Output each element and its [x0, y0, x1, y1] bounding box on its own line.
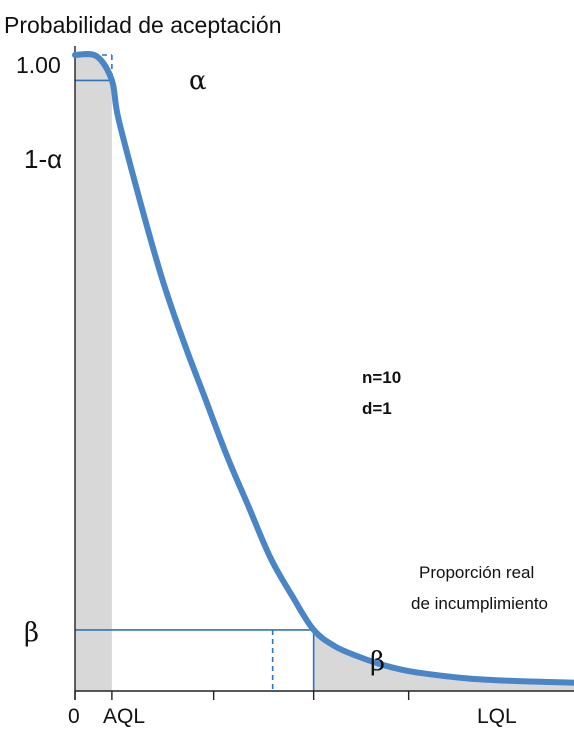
x-tick-label-lql: LQL [477, 705, 517, 728]
alpha-risk-label: α [189, 66, 207, 96]
y-axis-title: Probabilidad de aceptación [4, 12, 281, 38]
x-tick-label-0: 0 [68, 705, 80, 728]
oc-curve-line [72, 51, 574, 686]
y-tick-label-beta: β [24, 618, 39, 648]
beta-risk-label: β [370, 647, 385, 677]
sample-size-label: n=10 [362, 368, 401, 387]
x-axis-title-line-1: Proporción real [419, 563, 534, 582]
aql-shaded-region [75, 55, 112, 691]
x-axis-ticks [74, 691, 410, 700]
acceptance-number-label: d=1 [362, 399, 392, 418]
lql-shaded-region [313, 629, 574, 691]
x-axis-title-line-2: de incumplimiento [411, 594, 548, 613]
x-tick-label-aql: AQL [103, 705, 145, 728]
y-tick-label-1.00: 1.00 [16, 52, 61, 78]
y-tick-label-1-alpha: 1-α [24, 144, 62, 174]
